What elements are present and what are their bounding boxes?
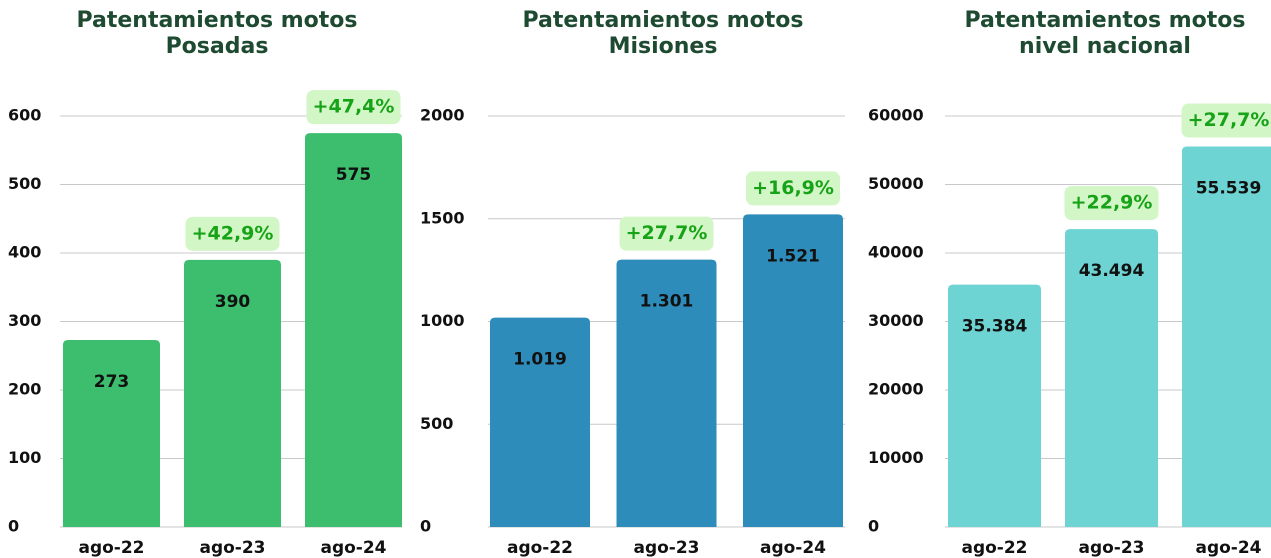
change-label: +27,7% [1188, 109, 1270, 131]
change-label: +22,9% [1071, 192, 1153, 214]
y-tick-label: 30000 [868, 311, 924, 330]
value-label: 43.494 [1079, 261, 1145, 281]
y-tick-label: 0 [8, 517, 19, 536]
value-label: 1.301 [640, 292, 694, 312]
value-label: 575 [336, 165, 372, 185]
chart-title: Patentamientos motos Misiones [522, 8, 804, 59]
y-tick-label: 2000 [420, 106, 465, 125]
change-label: +27,7% [626, 222, 708, 244]
value-label: 390 [215, 292, 251, 312]
y-tick-label: 1500 [420, 208, 465, 227]
x-tick-label: ago-22 [78, 538, 144, 558]
y-tick-label: 500 [8, 174, 41, 193]
y-tick-label: 400 [8, 243, 41, 262]
change-badge [746, 171, 840, 206]
y-tick-label: 0 [420, 517, 431, 536]
change-label: +16,9% [752, 177, 834, 199]
bar [1065, 229, 1158, 527]
bar [1182, 146, 1271, 527]
value-label: 35.384 [962, 317, 1028, 337]
value-label: 1.521 [766, 246, 820, 266]
change-badge [619, 216, 714, 251]
bar [743, 214, 843, 527]
value-label: 55.539 [1196, 179, 1262, 199]
x-tick-label: ago-22 [961, 538, 1027, 558]
bar [63, 339, 160, 527]
bar [490, 317, 590, 527]
value-label: 1.019 [513, 350, 567, 370]
y-tick-label: 300 [8, 311, 41, 330]
x-tick-label: ago-23 [1078, 538, 1144, 558]
x-tick-label: ago-23 [633, 538, 699, 558]
change-label: +47,4% [313, 96, 395, 118]
y-tick-label: 60000 [868, 106, 924, 125]
change-badge [1064, 186, 1159, 221]
value-label: 273 [94, 372, 130, 392]
bar [305, 133, 402, 527]
y-tick-label: 20000 [868, 380, 924, 399]
y-tick-label: 40000 [868, 243, 924, 262]
change-badge [1181, 103, 1271, 138]
x-tick-label: ago-22 [507, 538, 573, 558]
change-badge [185, 216, 280, 251]
y-tick-label: 500 [420, 414, 453, 433]
x-tick-label: ago-24 [760, 538, 826, 558]
bar [616, 259, 717, 527]
chart-title: Patentamientos motos nivel nacional [964, 8, 1246, 59]
x-tick-label: ago-23 [199, 538, 265, 558]
y-tick-label: 10000 [868, 448, 924, 467]
y-tick-label: 200 [8, 380, 41, 399]
change-badge [306, 90, 401, 125]
y-tick-label: 0 [868, 517, 879, 536]
bar [948, 284, 1041, 527]
chart-title: Patentamientos motos Posadas [76, 8, 358, 59]
x-tick-label: ago-24 [1195, 538, 1261, 558]
y-tick-label: 1000 [420, 311, 465, 330]
change-label: +42,9% [192, 222, 274, 244]
y-tick-label: 600 [8, 106, 41, 125]
y-tick-label: 50000 [868, 174, 924, 193]
y-tick-label: 100 [8, 448, 41, 467]
bar [184, 259, 281, 527]
x-tick-label: ago-24 [320, 538, 386, 558]
